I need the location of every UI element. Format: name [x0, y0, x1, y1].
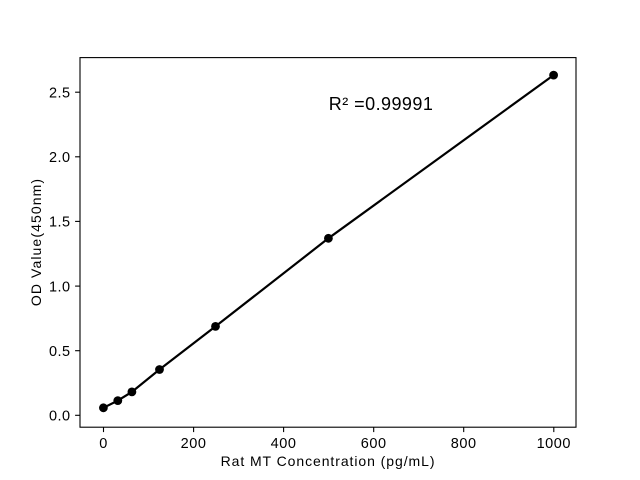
svg-text:1.0: 1.0	[49, 279, 71, 295]
svg-text:R² =0.99991: R² =0.99991	[329, 94, 434, 114]
svg-text:0: 0	[99, 436, 108, 452]
svg-text:1000: 1000	[537, 436, 571, 452]
svg-text:Rat MT Concentration (pg/mL): Rat MT Concentration (pg/mL)	[221, 453, 436, 469]
svg-text:600: 600	[361, 436, 387, 452]
svg-text:800: 800	[451, 436, 477, 452]
svg-text:2.5: 2.5	[49, 86, 71, 102]
svg-text:0.5: 0.5	[49, 344, 71, 360]
svg-text:OD Value(450nm): OD Value(450nm)	[28, 178, 44, 306]
svg-text:0.0: 0.0	[49, 409, 71, 425]
svg-text:200: 200	[181, 436, 207, 452]
svg-text:2.0: 2.0	[49, 150, 71, 166]
svg-text:1.5: 1.5	[49, 215, 71, 231]
svg-text:400: 400	[271, 436, 297, 452]
